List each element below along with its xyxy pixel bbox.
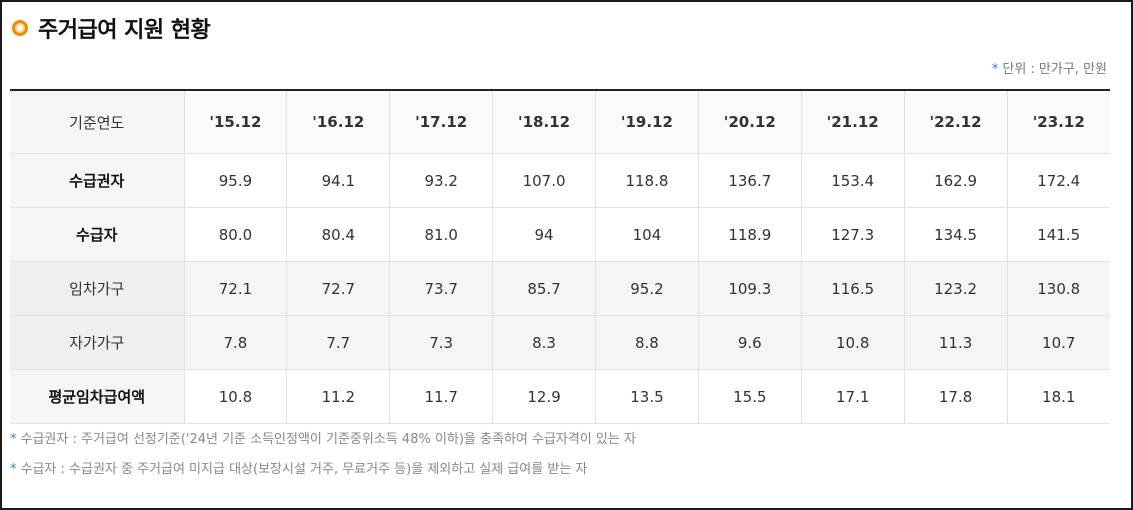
table-cell: 136.7 [697, 153, 802, 208]
table-row: 임차가구 72.1 72.7 73.7 85.7 95.2 109.3 116.… [10, 261, 1110, 316]
table-cell: 11.2 [286, 369, 390, 424]
table-cell: 9.6 [697, 315, 802, 370]
table-cell: 141.5 [1006, 207, 1110, 262]
row-label: 자가가구 [10, 315, 184, 370]
table-cell: 118.9 [697, 207, 802, 262]
table-cell: 17.8 [903, 369, 1007, 424]
column-header: '22.12 [903, 90, 1007, 154]
table-cell: 15.5 [697, 369, 802, 424]
row-label: 임차가구 [10, 261, 184, 316]
table-cell: 81.0 [389, 207, 493, 262]
page-title: 주거급여 지원 현황 [38, 18, 211, 43]
note-text: 수급자 : 수급권자 중 주거급여 미지급 대상(보장시설 거주, 무료거주 등… [20, 462, 588, 477]
column-header: '15.12 [183, 90, 287, 154]
footnote: * 수급자 : 수급권자 중 주거급여 미지급 대상(보장시설 거주, 무료거주 … [10, 462, 636, 492]
table-row: 수급자 80.0 80.4 81.0 94 104 118.9 127.3 13… [10, 207, 1110, 262]
table-cell: 11.7 [389, 369, 493, 424]
table-cell: 10.8 [183, 369, 287, 424]
table-cell: 73.7 [389, 261, 493, 316]
note-text: 수급권자 : 주거급여 선정기준('24년 기준 소득인정액이 기준중위소득 4… [20, 432, 636, 447]
table-cell: 116.5 [800, 261, 905, 316]
table-cell: 109.3 [697, 261, 802, 316]
column-header: 기준연도 [10, 90, 184, 154]
table-cell: 72.1 [183, 261, 287, 316]
table-cell: 123.2 [903, 261, 1007, 316]
table-cell: 7.7 [286, 315, 390, 370]
column-header: '20.12 [697, 90, 802, 154]
footnotes: * 수급권자 : 주거급여 선정기준('24년 기준 소득인정액이 기준중위소득 … [10, 432, 636, 492]
row-label: 평균임차급여액 [10, 369, 184, 424]
housing-benefit-table: 기준연도 '15.12 '16.12 '17.12 '18.12 '19.12 … [10, 89, 1110, 424]
column-header: '16.12 [286, 90, 390, 154]
table-row: 자가가구 7.8 7.7 7.3 8.3 8.8 9.6 10.8 11.3 1… [10, 315, 1110, 370]
table-cell: 11.3 [903, 315, 1007, 370]
column-header: '23.12 [1006, 90, 1110, 154]
column-header: '17.12 [389, 90, 493, 154]
table-cell: 7.8 [183, 315, 287, 370]
table-row: 수급권자 95.9 94.1 93.2 107.0 118.8 136.7 15… [10, 153, 1110, 208]
table-cell: 95.9 [183, 153, 287, 208]
table-cell: 153.4 [800, 153, 905, 208]
table-cell: 8.8 [595, 315, 699, 370]
table-row: 평균임차급여액 10.8 11.2 11.7 12.9 13.5 15.5 17… [10, 369, 1110, 424]
table-cell: 12.9 [492, 369, 596, 424]
table-cell: 104 [595, 207, 699, 262]
table-cell: 72.7 [286, 261, 390, 316]
unit-label: * 단위 : 만가구, 만원 [992, 58, 1107, 77]
table-header-row: 기준연도 '15.12 '16.12 '17.12 '18.12 '19.12 … [10, 90, 1110, 154]
table-cell: 107.0 [492, 153, 596, 208]
unit-marker: * [991, 62, 999, 77]
column-header: '19.12 [595, 90, 699, 154]
table-cell: 118.8 [595, 153, 699, 208]
title-bar: 주거급여 지원 현황 [12, 12, 211, 44]
table-cell: 10.8 [800, 315, 905, 370]
table-cell: 162.9 [903, 153, 1007, 208]
footnote: * 수급권자 : 주거급여 선정기준('24년 기준 소득인정액이 기준중위소득 … [10, 432, 636, 462]
table-cell: 172.4 [1006, 153, 1110, 208]
note-marker: * [10, 432, 17, 447]
table-cell: 130.8 [1006, 261, 1110, 316]
table-cell: 17.1 [800, 369, 905, 424]
table-cell: 80.0 [183, 207, 287, 262]
table-cell: 94 [492, 207, 596, 262]
table-cell: 8.3 [492, 315, 596, 370]
table-cell: 85.7 [492, 261, 596, 316]
column-header: '21.12 [800, 90, 905, 154]
row-label: 수급권자 [10, 153, 184, 208]
circle-bullet-icon [12, 20, 28, 36]
note-marker: * [10, 462, 17, 477]
table-cell: 127.3 [800, 207, 905, 262]
table-cell: 13.5 [595, 369, 699, 424]
column-header: '18.12 [492, 90, 596, 154]
row-label: 수급자 [10, 207, 184, 262]
table-cell: 134.5 [903, 207, 1007, 262]
table-cell: 94.1 [286, 153, 390, 208]
table-cell: 18.1 [1006, 369, 1110, 424]
table-cell: 10.7 [1006, 315, 1110, 370]
unit-text: 단위 : 만가구, 만원 [1002, 62, 1107, 77]
table-cell: 95.2 [595, 261, 699, 316]
table-cell: 80.4 [286, 207, 390, 262]
table-cell: 7.3 [389, 315, 493, 370]
table-cell: 93.2 [389, 153, 493, 208]
